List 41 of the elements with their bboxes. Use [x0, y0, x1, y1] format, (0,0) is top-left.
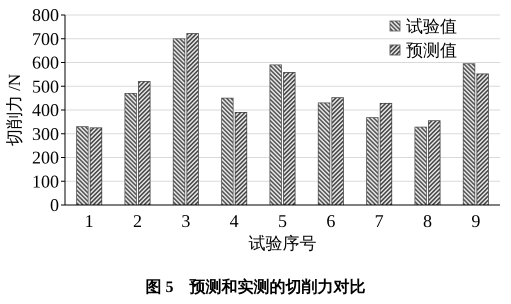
bar: [270, 64, 282, 206]
y-axis-title: 切削力 /N: [5, 74, 24, 146]
x-axis-title: 试验序号: [248, 234, 316, 253]
x-tick-label: 7: [374, 211, 384, 231]
y-tick-label: 600: [32, 52, 59, 72]
bar: [462, 63, 476, 206]
x-tick-label: 4: [230, 211, 239, 231]
bar: [234, 112, 248, 206]
bar: [318, 102, 330, 206]
bar: [331, 97, 344, 206]
y-tick-label: 400: [32, 100, 59, 120]
bar: [380, 102, 392, 206]
bar: [221, 98, 234, 206]
y-tick-label: 700: [32, 28, 59, 49]
bar: [90, 127, 102, 206]
y-tick-label: 100: [32, 171, 59, 192]
bar: [428, 120, 440, 206]
x-tick-label: 3: [181, 211, 190, 231]
x-tick-label: 1: [84, 211, 94, 231]
x-tick-label: 5: [278, 211, 287, 231]
y-tick-label: 500: [32, 76, 59, 96]
caption: 图 5 预测和实测的切削力对比: [146, 278, 366, 296]
x-tick-label: 2: [133, 211, 142, 231]
y-tick-label: 200: [32, 148, 59, 168]
bar: [138, 81, 150, 206]
legend-label: 预测值: [406, 41, 457, 60]
y-tick-label: 800: [32, 5, 59, 25]
bar: [76, 126, 89, 206]
bar: [476, 74, 489, 206]
bar: [283, 72, 296, 206]
bar: [186, 33, 199, 206]
bar: [124, 92, 137, 206]
bar: [366, 117, 379, 206]
legend-label: 试验值: [406, 17, 457, 36]
x-tick-label: 6: [326, 211, 336, 231]
y-tick-label: 300: [32, 124, 59, 144]
y-tick-label: 0: [50, 195, 59, 215]
bar: [414, 126, 427, 206]
bar: [172, 38, 186, 206]
x-tick-label: 9: [471, 211, 480, 231]
x-tick-label: 8: [423, 211, 432, 231]
